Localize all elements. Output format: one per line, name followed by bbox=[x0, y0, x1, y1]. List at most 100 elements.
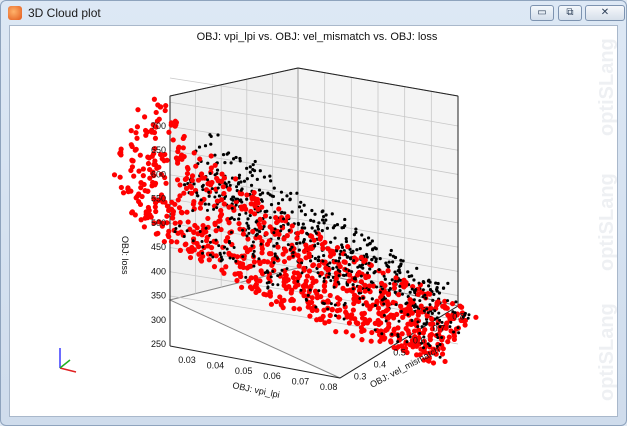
scatter-point-black bbox=[438, 325, 442, 329]
scatter-point-red bbox=[346, 320, 353, 326]
scatter-point-black bbox=[334, 259, 338, 263]
scatter-point-red bbox=[307, 313, 313, 319]
scatter-point-red bbox=[363, 300, 369, 306]
scatter-point-black bbox=[297, 248, 301, 252]
scatter-point-black bbox=[337, 259, 341, 263]
scatter-point-black bbox=[322, 221, 326, 225]
scatter-point-red bbox=[163, 180, 169, 186]
scatter-point-red bbox=[248, 208, 254, 215]
restore-button[interactable]: ⧉ bbox=[558, 5, 582, 21]
scatter-point-red bbox=[189, 173, 196, 179]
scatter-point-red bbox=[173, 155, 180, 161]
scatter-point-red bbox=[180, 145, 186, 151]
scatter-point-black bbox=[318, 274, 322, 278]
scatter-point-black bbox=[373, 328, 377, 332]
scatter-point-black bbox=[245, 234, 249, 238]
scatter-point-black bbox=[339, 249, 343, 253]
edge-line bbox=[169, 67, 299, 97]
scatter-point-black bbox=[366, 236, 371, 240]
scatter-point-black bbox=[329, 240, 333, 244]
scatter-point-red bbox=[416, 335, 422, 341]
scatter-point-black bbox=[397, 319, 401, 323]
scatter-point-black bbox=[374, 259, 378, 264]
scatter-point-red bbox=[225, 235, 231, 241]
scatter-point-red bbox=[350, 307, 356, 313]
scatter-3d-chart[interactable]: optiSLang optiSLang optiSLang OBJ: vpi_l… bbox=[10, 26, 617, 416]
scatter-point-red bbox=[286, 255, 292, 261]
scatter-point-red bbox=[154, 118, 161, 124]
scatter-point-red bbox=[166, 129, 172, 135]
plot-area[interactable]: optiSLang optiSLang optiSLang OBJ: vpi_l… bbox=[9, 25, 618, 417]
scatter-point-red bbox=[215, 178, 221, 184]
scatter-point-black bbox=[422, 346, 426, 350]
scatter-point-red bbox=[138, 180, 144, 186]
scatter-point-black bbox=[316, 271, 320, 275]
scatter-point-black bbox=[223, 161, 227, 165]
title-bar[interactable]: 3D Cloud plot ▭ ⧉ ✕ bbox=[1, 1, 626, 25]
scatter-point-black bbox=[231, 257, 235, 261]
y-tick-label: 0.8 bbox=[452, 312, 465, 322]
scatter-point-black bbox=[352, 239, 356, 243]
scatter-point-black bbox=[254, 233, 258, 237]
scatter-point-black bbox=[203, 144, 208, 148]
scatter-point-black bbox=[387, 260, 391, 264]
scatter-point-black bbox=[280, 198, 285, 202]
minimize-button[interactable]: ▭ bbox=[530, 5, 554, 21]
scatter-point-black bbox=[331, 226, 335, 230]
scatter-point-red bbox=[309, 295, 315, 301]
scatter-point-red bbox=[145, 215, 151, 221]
scatter-point-black bbox=[364, 252, 369, 257]
scatter-point-black bbox=[245, 177, 249, 181]
scatter-point-black bbox=[374, 247, 378, 251]
scatter-point-red bbox=[262, 213, 269, 219]
scatter-point-red bbox=[236, 220, 242, 227]
scatter-point-black bbox=[209, 142, 213, 146]
scatter-point-red bbox=[398, 343, 405, 349]
close-button[interactable]: ✕ bbox=[585, 5, 625, 21]
scatter-point-black bbox=[234, 259, 238, 263]
scatter-point-black bbox=[410, 274, 414, 278]
scatter-point-red bbox=[149, 170, 156, 177]
scatter-point-red bbox=[226, 186, 232, 192]
scatter-point-red bbox=[430, 360, 437, 366]
scatter-point-black bbox=[374, 257, 378, 261]
scatter-point-black bbox=[362, 238, 367, 242]
scatter-point-red bbox=[281, 236, 287, 242]
scatter-point-red bbox=[244, 192, 250, 198]
scatter-point-red bbox=[166, 228, 172, 234]
scatter-point-red bbox=[162, 151, 168, 158]
scatter-point-red bbox=[205, 215, 211, 222]
scatter-point-black bbox=[344, 239, 349, 244]
scatter-point-red bbox=[161, 239, 167, 245]
scatter-point-black bbox=[406, 270, 410, 274]
scatter-point-red bbox=[382, 335, 388, 341]
scatter-point-black bbox=[216, 225, 220, 229]
scatter-point-red bbox=[275, 244, 281, 250]
scatter-point-black bbox=[286, 222, 290, 226]
scatter-point-red bbox=[218, 207, 224, 214]
scatter-point-red bbox=[292, 284, 299, 290]
scatter-point-red bbox=[266, 238, 272, 244]
grid-line bbox=[169, 222, 299, 244]
scatter-point-red bbox=[326, 318, 332, 325]
scatter-point-black bbox=[418, 299, 422, 303]
scatter-point-black bbox=[197, 145, 202, 149]
scatter-point-black bbox=[332, 285, 336, 289]
y-tick-label: 0.7 bbox=[433, 324, 446, 334]
scatter-point-black bbox=[265, 269, 269, 273]
scatter-point-black bbox=[191, 209, 195, 213]
scatter-point-black bbox=[259, 242, 263, 246]
scatter-point-black bbox=[273, 252, 277, 256]
scatter-point-black bbox=[310, 226, 314, 230]
scatter-point-red bbox=[285, 213, 291, 220]
scatter-point-black bbox=[255, 177, 259, 181]
scatter-point-red bbox=[249, 286, 255, 292]
scatter-point-black bbox=[431, 298, 435, 302]
scatter-point-black bbox=[393, 279, 397, 283]
scatter-point-black bbox=[198, 230, 202, 234]
tick-labels: 250 300 350 400 450 500 550 600 650 700 0.03 0.04 0.… bbox=[151, 121, 465, 392]
scatter-point-black bbox=[178, 224, 182, 228]
scatter-point-red bbox=[296, 306, 303, 312]
scatter-point-red bbox=[398, 303, 404, 309]
scatter-point-black bbox=[253, 159, 257, 164]
